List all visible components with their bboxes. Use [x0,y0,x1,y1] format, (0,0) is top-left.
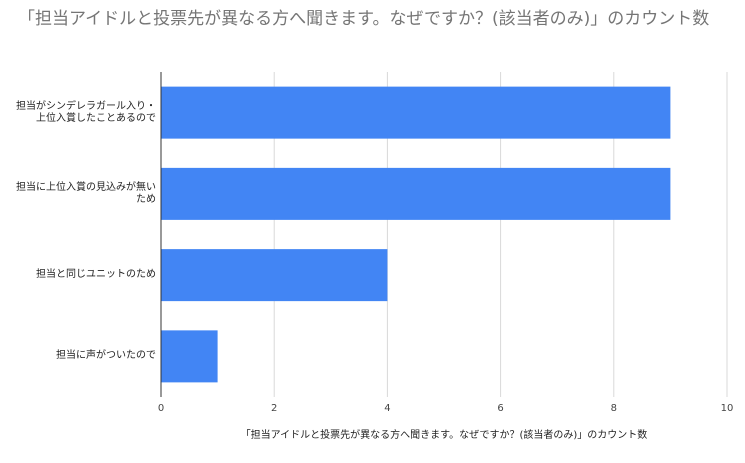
x-tick-label: 8 [611,403,617,414]
bar [161,167,671,220]
x-axis-label: 「担当アイドルと投票先が異なる方へ聞きます。なぜですか？(該当者のみ)」のカウン… [240,430,648,441]
bar [161,86,671,139]
bar [161,249,388,302]
x-tick-label: 10 [721,403,734,414]
x-tick-label: 4 [384,403,390,414]
y-tick-label: 担当に上位入賞の見込みが無いため [16,181,156,205]
y-tick-label: 担当に声がついたので [56,350,156,362]
x-tick-label: 0 [158,403,164,414]
x-tick-label: 2 [271,403,277,414]
y-tick-label: 担当と同じユニットのため [36,269,156,281]
y-tick-label: 担当がシンデレラガール入り・上位入賞したことあるので [16,100,156,124]
x-tick-label: 6 [497,403,503,414]
chart-title: 「担当アイドルと投票先が異なる方へ聞きます。なぜですか？(該当者のみ)」のカウン… [18,9,710,29]
bar [161,330,218,383]
